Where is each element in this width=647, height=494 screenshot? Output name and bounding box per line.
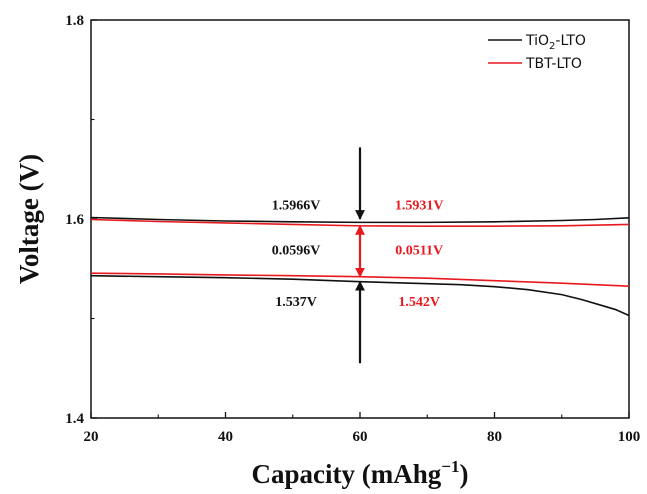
axis-ticks (90, 19, 630, 419)
y-tick-label-2: 1.8 (65, 13, 84, 29)
legend-label-tio2-rest: -LTO (555, 33, 586, 49)
x-axis-title-superscript: −1 (441, 457, 459, 476)
x-axis-title-close: ) (459, 459, 468, 489)
legend-label-tio2-lto: TiO2-LTO (525, 33, 586, 52)
voltage-annotations: 1.5966V 1.5931V 0.0596V 0.0511V 1.537V 1.542V (272, 199, 444, 311)
series-0-curve-0 (90, 216, 630, 224)
x-axis-title: Capacity (mAhg−1) (252, 457, 469, 489)
legend-label-tio2-main: TiO (525, 33, 549, 49)
x-axis-title-main: Capacity (mAhg (252, 459, 442, 489)
x-tick-label-0: 20 (84, 429, 99, 445)
x-tick-label-3: 80 (487, 429, 502, 445)
y-tick-label-1: 1.6 (65, 212, 84, 228)
ann-tbt-lower: 1.542V (398, 295, 440, 310)
ann-tio2-gap: 0.0596V (272, 243, 321, 258)
legend: TiO2-LTO TBT-LTO (488, 33, 586, 72)
legend-label-tbt-lto: TBT-LTO (525, 56, 582, 72)
legend-label-tio2-sub: 2 (549, 41, 555, 52)
axis-tick-labels: 20 40 60 80 100 1.4 1.6 1.8 (65, 13, 640, 445)
ann-tbt-upper: 1.5931V (395, 199, 444, 214)
ann-tio2-upper: 1.5966V (272, 199, 321, 214)
y-axis-title: Voltage (V) (14, 154, 44, 284)
series-0-curve-1 (90, 274, 630, 317)
x-tick-label-2: 60 (353, 429, 368, 445)
y-tick-label-0: 1.4 (65, 411, 84, 427)
x-tick-label-1: 40 (218, 429, 233, 445)
ann-tbt-gap: 0.0511V (395, 243, 443, 258)
x-tick-label-4: 100 (618, 429, 641, 445)
ann-tio2-lower: 1.537V (275, 295, 317, 310)
